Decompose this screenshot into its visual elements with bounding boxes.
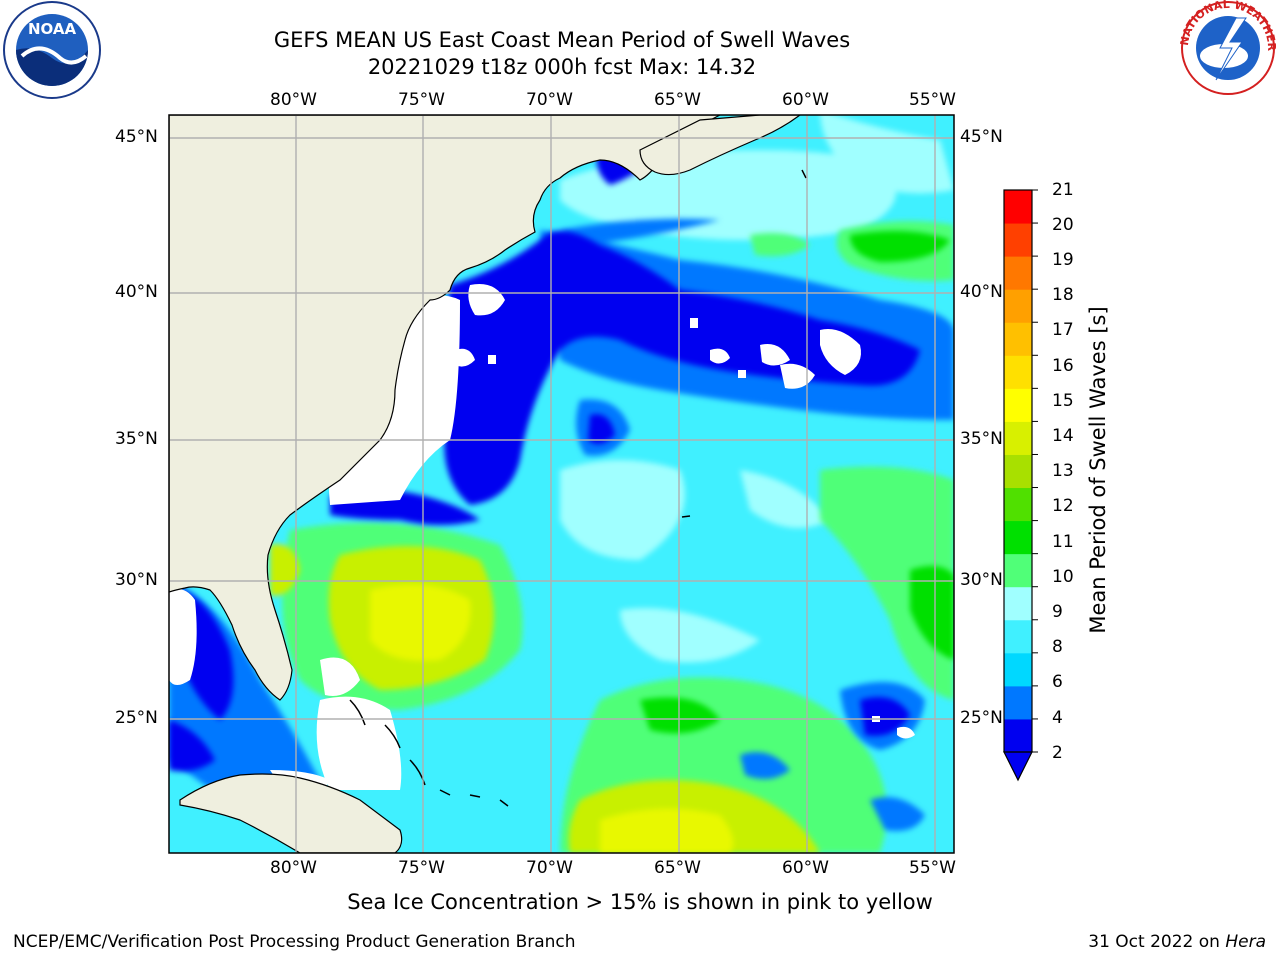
colorbar-extend-arrow — [1003, 751, 1033, 782]
colorbar — [1003, 189, 1038, 782]
colorbar-tick: 2 — [1052, 743, 1063, 763]
colorbar-tick: 9 — [1052, 602, 1063, 622]
islands — [349, 169, 807, 807]
lon-tick-top: 70°W — [526, 90, 573, 110]
colorbar-tick: 17 — [1052, 320, 1074, 340]
colorbar-tick: 11 — [1052, 532, 1074, 552]
colorbar-label: Mean Period of Swell Waves [s] — [1086, 306, 1110, 634]
colorbar-segment — [1004, 223, 1032, 257]
lat-tick-right: 30°N — [960, 570, 1003, 590]
colorbar-segment — [1004, 388, 1032, 422]
lon-tick-top: 55°W — [909, 90, 956, 110]
maritimes-land — [639, 115, 802, 176]
land — [169, 115, 802, 853]
lon-tick-bottom: 70°W — [526, 858, 573, 878]
colorbar-segment — [1004, 520, 1032, 555]
footer-date-text: 31 Oct 2022 on — [1088, 932, 1220, 952]
lon-tick-top: 60°W — [782, 90, 829, 110]
sea-ice-caption: Sea Ice Concentration > 15% is shown in … — [0, 890, 1280, 914]
footer-machine: Hera — [1225, 932, 1266, 952]
colorbar-segment — [1004, 652, 1032, 687]
cuba-land — [179, 773, 403, 853]
colorbar-segment — [1004, 190, 1032, 224]
colorbar-segment — [1004, 355, 1032, 389]
colorbar-segment — [1004, 421, 1032, 455]
lat-tick-right: 25°N — [960, 708, 1003, 728]
colorbar-segment — [1004, 256, 1032, 290]
lon-tick-top: 75°W — [398, 90, 445, 110]
map-field — [169, 115, 954, 853]
colorbar-tick: 8 — [1052, 637, 1063, 657]
footer-credit: NCEP/EMC/Verification Post Processing Pr… — [13, 932, 576, 952]
colorbar-segment — [1004, 685, 1032, 720]
colorbar-tick: 10 — [1052, 567, 1074, 587]
colorbar-tick: 4 — [1052, 708, 1063, 728]
colorbar-outline — [1003, 189, 1033, 753]
colorbar-tick: 18 — [1052, 285, 1074, 305]
lat-tick-left: 45°N — [115, 127, 158, 147]
colorbar-segment — [1004, 289, 1032, 323]
footer-date: 31 Oct 2022 on Hera — [1088, 932, 1266, 952]
lon-tick-bottom: 75°W — [398, 858, 445, 878]
noaa-logo-text: NOAA — [28, 20, 77, 38]
colorbar-segment — [1004, 718, 1032, 753]
colorbar-tick: 21 — [1052, 180, 1074, 200]
lat-tick-left: 30°N — [115, 570, 158, 590]
colorbar-tick: 19 — [1052, 250, 1074, 270]
chart-title: GEFS MEAN US East Coast Mean Period of S… — [273, 28, 851, 52]
lat-tick-left: 25°N — [115, 708, 158, 728]
lon-tick-bottom: 80°W — [270, 858, 317, 878]
sea-ice-caption-text: Sea Ice Concentration > 15% is shown in … — [347, 890, 933, 914]
north-america-land — [169, 115, 721, 701]
colorbar-tick: 14 — [1052, 426, 1074, 446]
field-10-11s — [640, 231, 954, 734]
colorbar-segment — [1004, 586, 1032, 621]
lat-tick-left: 40°N — [115, 282, 158, 302]
chart-subtitle: 20221029 t18z 000h fcst Max: 14.32 — [367, 55, 757, 79]
lat-tick-left: 35°N — [115, 429, 158, 449]
colorbar-tick: 16 — [1052, 356, 1074, 376]
colorbar-segment — [1004, 322, 1032, 356]
lon-tick-top: 65°W — [654, 90, 701, 110]
colorbar-tick: 15 — [1052, 391, 1074, 411]
lon-tick-bottom: 65°W — [654, 858, 701, 878]
noaa-logo: NOAA — [3, 1, 101, 99]
nws-logo: NATIONAL WEATHER SERVICE — [1176, 0, 1278, 96]
colorbar-tick: 12 — [1052, 496, 1074, 516]
colorbar-tick: 20 — [1052, 215, 1074, 235]
colorbar-segment — [1004, 487, 1032, 522]
colorbar-tick: 6 — [1052, 672, 1063, 692]
lat-tick-right: 45°N — [960, 127, 1003, 147]
lat-tick-right: 35°N — [960, 429, 1003, 449]
colorbar-segment — [1004, 619, 1032, 654]
lon-tick-top: 80°W — [270, 90, 317, 110]
colorbar-segment — [1004, 553, 1032, 588]
lat-tick-right: 40°N — [960, 282, 1003, 302]
lon-tick-bottom: 60°W — [782, 858, 829, 878]
map-frame — [168, 114, 955, 854]
graticule — [169, 115, 954, 853]
colorbar-tick: 13 — [1052, 461, 1074, 481]
lon-tick-bottom: 55°W — [909, 858, 956, 878]
colorbar-segment — [1004, 454, 1032, 489]
field-13-14s — [370, 584, 734, 853]
